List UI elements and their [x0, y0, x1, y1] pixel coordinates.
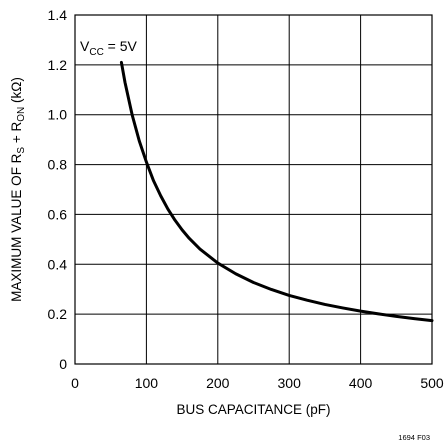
data-series-line — [119, 60, 434, 323]
x-tick-label: 200 — [206, 375, 230, 391]
grid — [75, 15, 432, 364]
vcc-annotation: VCC = 5V — [80, 38, 138, 58]
x-tick-label: 300 — [278, 375, 302, 391]
y-tick-label: 0.6 — [48, 206, 68, 222]
y-tick-labels: 0 0.2 0.4 0.6 0.8 1.0 1.2 1.4 — [48, 7, 68, 372]
x-tick-label: 400 — [349, 375, 373, 391]
y-tick-label: 1.2 — [48, 57, 68, 73]
x-tick-label: 0 — [71, 375, 79, 391]
x-tick-label: 100 — [135, 375, 159, 391]
figure-id: 1694 F03 — [398, 433, 430, 442]
y-tick-label: 0 — [59, 356, 67, 372]
plot-frame — [74, 14, 433, 365]
x-axis-label: BUS CAPACITANCE (pF) — [176, 402, 330, 417]
y-tick-label: 0.2 — [48, 306, 68, 322]
y-axis-label: MAXIMUM VALUE OF RS + RON (kΩ) — [9, 77, 27, 302]
x-tick-labels: 0 100 200 300 400 500 — [71, 375, 444, 391]
y-tick-label: 0.4 — [48, 256, 68, 272]
y-tick-label: 1.4 — [48, 7, 68, 23]
x-tick-label: 500 — [420, 375, 444, 391]
y-tick-label: 1.0 — [48, 107, 68, 123]
y-tick-label: 0.8 — [48, 157, 68, 173]
